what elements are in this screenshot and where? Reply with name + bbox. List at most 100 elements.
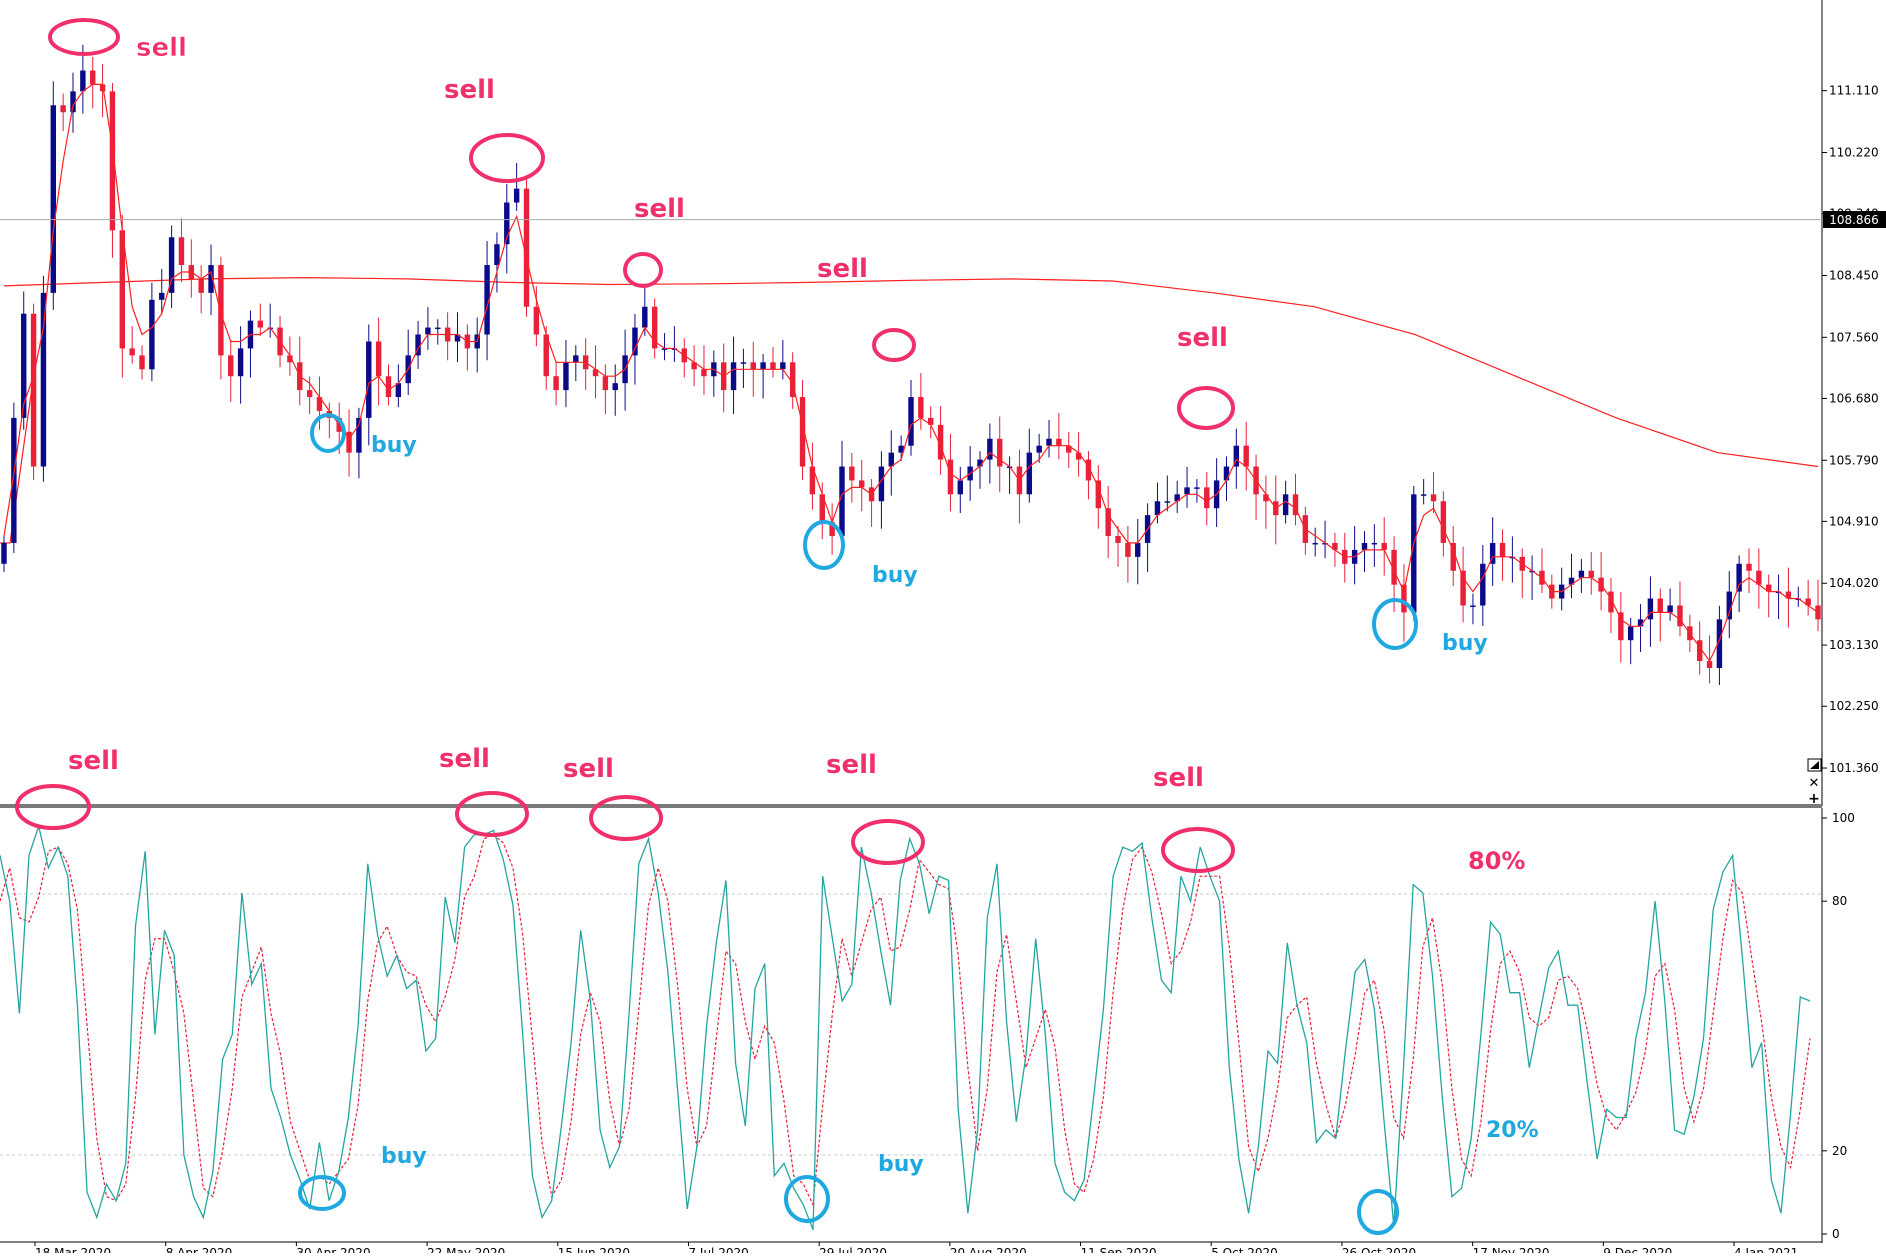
date-tick-label: 22 May 2020	[427, 1246, 505, 1253]
candle	[1095, 465, 1102, 529]
buy-ellipse	[803, 520, 845, 570]
candle	[543, 326, 549, 390]
sell-ellipse	[589, 795, 663, 841]
candle	[228, 340, 234, 402]
candle	[1282, 480, 1289, 524]
candle	[730, 336, 737, 415]
candle	[454, 312, 461, 362]
buy-annotation: buy	[381, 1144, 427, 1169]
candle	[1440, 491, 1447, 557]
sell-annotation: sell	[563, 754, 614, 784]
candle	[1756, 548, 1762, 609]
date-tick-label: 4 Jan 2021	[1734, 1246, 1798, 1253]
candle	[415, 320, 421, 369]
date-axis: 18 Mar 2020 8 Apr 2020 30 Apr 2020 22 May 2…	[34, 1242, 1798, 1257]
sell-ellipse	[15, 784, 91, 830]
candle	[1312, 527, 1318, 557]
candle	[1066, 432, 1072, 468]
current-price-label: 108.866	[1829, 213, 1879, 227]
annotations	[15, 18, 1418, 1235]
candle	[760, 353, 766, 399]
buy-ellipse	[1357, 1189, 1399, 1235]
candle	[908, 380, 914, 456]
candle	[1716, 605, 1723, 686]
price-tick-label: 110.220	[1829, 146, 1879, 160]
candle	[1608, 578, 1614, 633]
ma-start-line	[0, 376, 35, 544]
candle	[849, 452, 855, 503]
candle	[1795, 586, 1801, 607]
candle	[109, 83, 116, 258]
candle	[809, 442, 816, 510]
candle	[1647, 576, 1654, 647]
close-icon[interactable]: ✕	[1809, 776, 1820, 791]
candle	[799, 380, 806, 481]
candle	[1233, 428, 1240, 489]
candle	[1775, 574, 1782, 620]
candle	[346, 409, 352, 477]
candle	[553, 360, 559, 406]
candle	[770, 347, 776, 378]
candle	[898, 435, 904, 461]
price-tick-label: 105.790	[1829, 453, 1879, 467]
candle	[50, 81, 57, 310]
ma-line	[3, 83, 1819, 663]
candle	[1420, 479, 1427, 505]
candle	[1805, 579, 1811, 616]
buy-annotation: buy	[1442, 631, 1488, 656]
oscillator-axis: 100 80 20 0	[1822, 811, 1855, 1241]
buy-ellipse	[298, 1175, 346, 1211]
candle	[395, 364, 402, 408]
candle	[1194, 479, 1200, 503]
candle	[533, 286, 540, 347]
sell-annotation: sell	[826, 750, 877, 780]
long-ma-line	[3, 276, 1819, 468]
osc-tick-label: 0	[1832, 1227, 1840, 1241]
candle	[1480, 545, 1486, 626]
candle	[494, 232, 500, 293]
sell-annotation: sell	[634, 194, 685, 224]
candle	[523, 175, 530, 317]
candle	[168, 225, 175, 309]
buy-ellipse	[310, 413, 346, 453]
candle	[573, 345, 579, 382]
date-tick-label: 30 Apr 2020	[296, 1246, 370, 1253]
sell-ellipse	[872, 328, 916, 362]
sell-annotation: sell	[1177, 323, 1228, 353]
plus-icon[interactable]: +	[1808, 791, 1820, 807]
candle	[612, 364, 618, 416]
osc-tick-label: 80	[1832, 894, 1847, 908]
osc-tick-label: 100	[1832, 811, 1855, 825]
candle	[139, 345, 145, 380]
candle	[592, 345, 599, 399]
candle	[1529, 555, 1535, 600]
candle	[1381, 517, 1387, 576]
buy-annotation: buy	[371, 433, 417, 458]
candle	[829, 503, 835, 555]
date-tick-label: 5 Oct 2020	[1211, 1246, 1278, 1253]
candle	[208, 244, 214, 316]
sell-annotation: sell	[817, 254, 868, 284]
date-tick-label: 11 Sep 2020	[1081, 1246, 1157, 1253]
candle	[691, 345, 697, 387]
candle	[1125, 525, 1131, 583]
panel-controls[interactable]: ✕ +	[1807, 758, 1822, 807]
candle	[504, 183, 510, 274]
sell-ellipse	[1161, 827, 1235, 873]
candle	[1243, 421, 1249, 491]
date-tick-label: 7 Jul 2020	[688, 1246, 748, 1253]
panel-divider[interactable]	[0, 804, 1822, 808]
candle	[149, 282, 155, 382]
candle	[1657, 588, 1663, 642]
candle	[937, 406, 944, 475]
candle	[1, 534, 7, 573]
candle	[1115, 525, 1121, 567]
sell-annotation: sell	[439, 744, 490, 774]
candle	[159, 268, 165, 314]
candle	[1361, 531, 1368, 573]
candle	[1736, 555, 1742, 613]
date-tick-label: 17 Nov 2020	[1473, 1246, 1550, 1253]
candle	[1184, 466, 1190, 508]
candle	[1223, 456, 1230, 501]
